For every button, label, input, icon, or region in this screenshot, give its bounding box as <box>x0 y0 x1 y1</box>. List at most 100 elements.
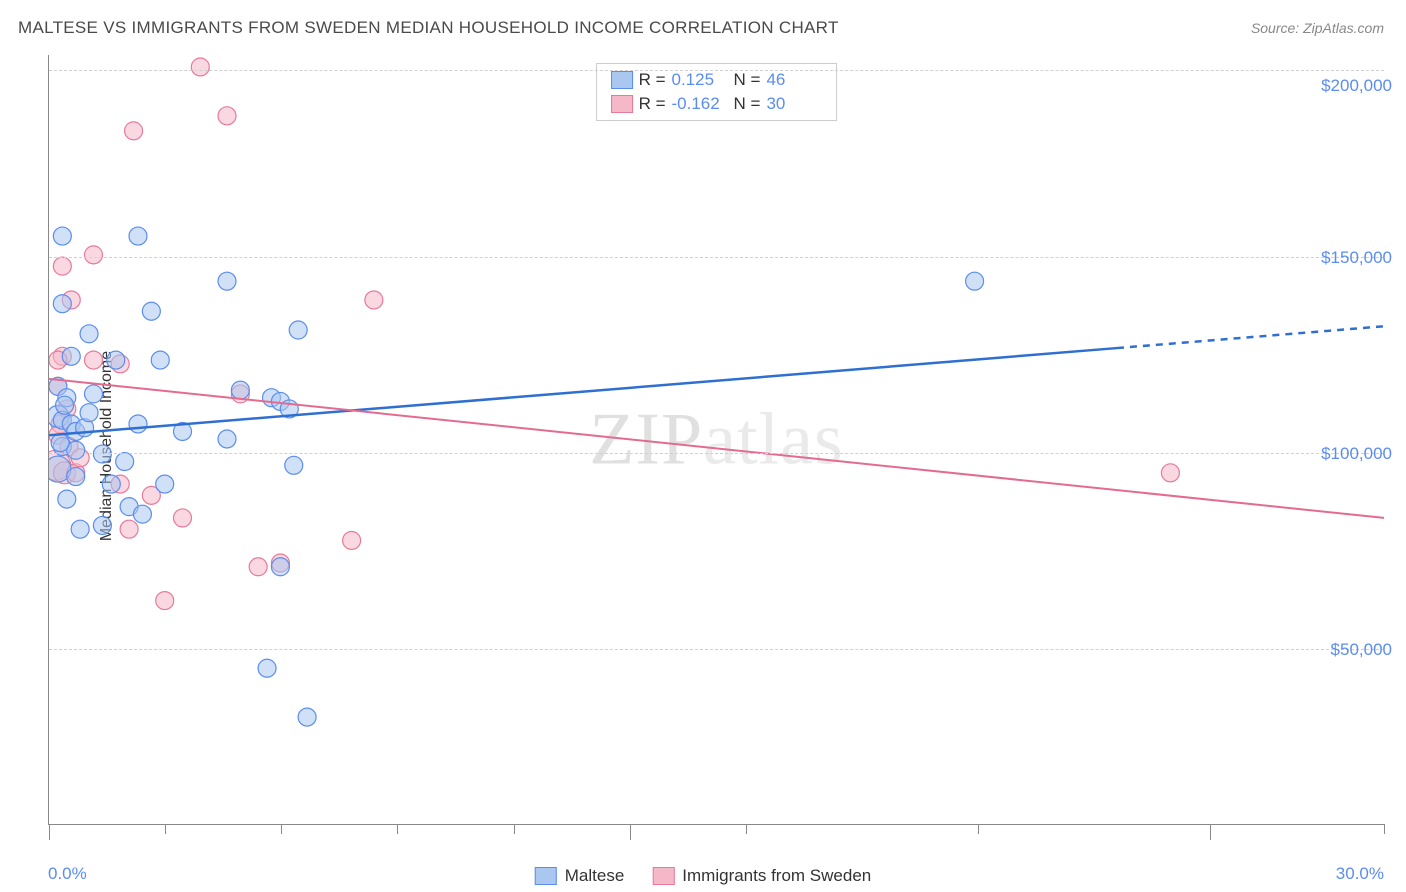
legend-label-1: Immigrants from Sweden <box>682 866 871 886</box>
x-axis-min-label: 0.0% <box>48 864 87 884</box>
data-point <box>120 520 138 538</box>
data-point <box>116 453 134 471</box>
legend-stats: R = 0.125 N = 46 R = -0.162 N = 30 <box>596 63 838 121</box>
watermark-part1: ZIP <box>589 398 703 480</box>
data-point <box>365 291 383 309</box>
data-point <box>58 389 76 407</box>
y-tick-label: $200,000 <box>1321 76 1392 96</box>
legend-label-0: Maltese <box>565 866 625 886</box>
r-label: R = <box>639 70 666 90</box>
data-point <box>71 449 89 467</box>
data-point <box>263 389 281 407</box>
data-point <box>258 659 276 677</box>
data-point <box>54 462 76 484</box>
data-point <box>49 405 69 427</box>
data-point <box>133 505 151 523</box>
data-point <box>67 468 85 486</box>
n-label: N = <box>734 94 761 114</box>
data-point <box>142 486 160 504</box>
trend-line <box>49 379 1384 518</box>
data-point <box>49 456 71 482</box>
data-point <box>249 558 267 576</box>
data-point <box>191 58 209 76</box>
data-point <box>49 377 67 395</box>
x-tick <box>165 824 166 834</box>
data-point <box>120 498 138 516</box>
data-point <box>62 347 80 365</box>
data-point <box>218 272 236 290</box>
legend-stats-row-0: R = 0.125 N = 46 <box>611 70 823 90</box>
x-tick <box>1210 824 1211 840</box>
data-point <box>85 351 103 369</box>
data-point <box>151 351 169 369</box>
data-point <box>71 520 89 538</box>
legend-item-1: Immigrants from Sweden <box>652 866 871 886</box>
data-point <box>102 475 120 493</box>
data-point <box>85 385 103 403</box>
n-value-1: 30 <box>766 94 822 114</box>
data-point <box>1161 464 1179 482</box>
data-point <box>62 415 80 433</box>
data-point <box>51 434 69 452</box>
data-point <box>67 441 85 459</box>
x-tick <box>281 824 282 834</box>
data-point <box>62 291 80 309</box>
data-point <box>271 554 289 572</box>
data-point <box>231 385 249 403</box>
data-point <box>298 708 316 726</box>
legend-series: Maltese Immigrants from Sweden <box>535 866 871 886</box>
x-tick <box>514 824 515 834</box>
data-point <box>280 400 298 418</box>
r-label: R = <box>639 94 666 114</box>
x-tick <box>630 824 631 840</box>
data-point <box>111 475 129 493</box>
x-tick <box>397 824 398 834</box>
trend-line-dashed <box>1117 326 1384 348</box>
data-point <box>53 411 71 429</box>
chart-svg <box>49 55 1384 824</box>
data-point <box>142 302 160 320</box>
y-tick-label: $150,000 <box>1321 248 1392 268</box>
x-tick <box>1384 824 1385 834</box>
data-point <box>85 246 103 264</box>
grid-line <box>49 257 1384 258</box>
chart-container: MALTESE VS IMMIGRANTS FROM SWEDEN MEDIAN… <box>0 0 1406 892</box>
x-tick <box>49 824 50 840</box>
data-point <box>125 122 143 140</box>
legend-item-0: Maltese <box>535 866 625 886</box>
data-point <box>49 377 67 395</box>
data-point <box>174 509 192 527</box>
n-value-0: 46 <box>766 70 822 90</box>
data-point <box>58 400 76 418</box>
x-tick <box>746 824 747 834</box>
data-point <box>285 456 303 474</box>
data-point <box>218 107 236 125</box>
data-point <box>56 396 74 414</box>
data-point <box>129 415 147 433</box>
data-point <box>271 558 289 576</box>
legend-stats-row-1: R = -0.162 N = 30 <box>611 94 823 114</box>
x-tick <box>978 824 979 834</box>
data-point <box>67 464 85 482</box>
r-value-0: 0.125 <box>672 70 728 90</box>
x-axis-max-label: 30.0% <box>1336 864 1384 884</box>
legend-swatch-bottom-0 <box>535 867 557 885</box>
data-point <box>58 490 76 508</box>
data-point <box>53 257 71 275</box>
watermark-part2: atlas <box>703 398 844 480</box>
n-label: N = <box>734 70 761 90</box>
data-point <box>174 422 192 440</box>
grid-line <box>49 453 1384 454</box>
data-point <box>343 531 361 549</box>
data-point <box>80 325 98 343</box>
legend-swatch-1 <box>611 95 633 113</box>
chart-title: MALTESE VS IMMIGRANTS FROM SWEDEN MEDIAN… <box>18 18 839 38</box>
trend-line <box>49 348 1117 435</box>
data-point <box>107 351 125 369</box>
data-point <box>231 381 249 399</box>
data-point <box>129 227 147 245</box>
grid-line <box>49 70 1384 71</box>
data-point <box>271 392 289 410</box>
data-point <box>966 272 984 290</box>
legend-swatch-0 <box>611 71 633 89</box>
